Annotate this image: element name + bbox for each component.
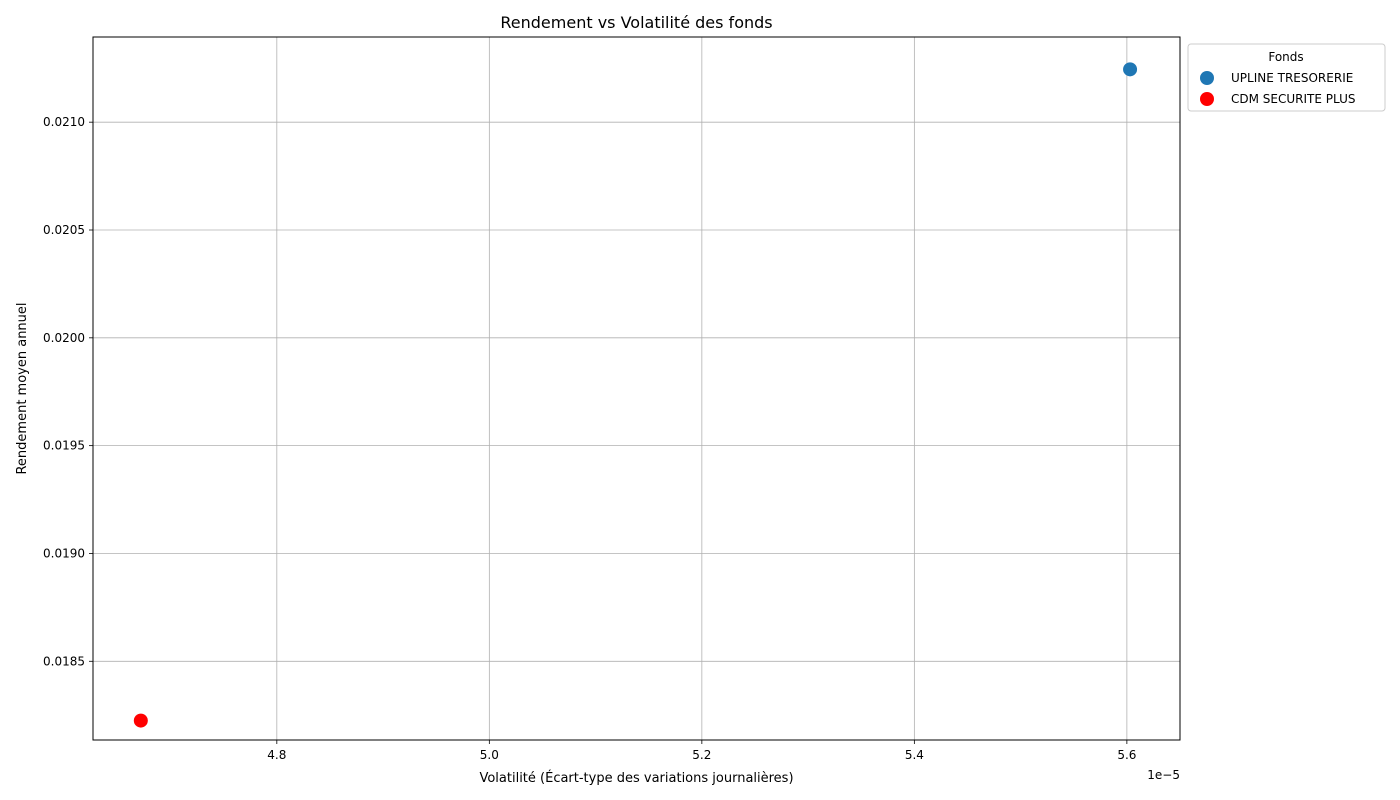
data-point bbox=[133, 713, 148, 728]
y-tick-label: 0.0205 bbox=[43, 223, 85, 237]
data-point bbox=[1123, 62, 1138, 77]
plot-area-frame bbox=[92, 36, 1181, 741]
x-tick-label: 5.6 bbox=[1117, 748, 1136, 762]
legend: Fonds UPLINE TRESORERIE CDM SECURITE PLUS bbox=[1187, 43, 1386, 112]
x-tick-label: 4.8 bbox=[267, 748, 286, 762]
legend-title: Fonds bbox=[1268, 50, 1303, 64]
grid bbox=[93, 37, 1180, 740]
x-axis-label: Volatilité (Écart-type des variations jo… bbox=[479, 770, 793, 786]
y-tick-label: 0.0210 bbox=[43, 115, 85, 129]
axis-ticks: 4.8 5.0 5.2 5.4 5.6 0.0185 0.0190 0.0195 0.0200 0… bbox=[43, 115, 1136, 762]
data-points bbox=[133, 62, 1138, 728]
y-tick-label: 0.0195 bbox=[43, 439, 85, 453]
chart-title: Rendement vs Volatilité des fonds bbox=[500, 13, 772, 32]
legend-entry-label: CDM SECURITE PLUS bbox=[1231, 92, 1355, 106]
legend-box bbox=[1187, 43, 1386, 112]
x-tick-label: 5.0 bbox=[480, 748, 499, 762]
x-tick-label: 5.4 bbox=[905, 748, 924, 762]
y-tick-label: 0.0200 bbox=[43, 331, 85, 345]
x-axis-offset-label: 1e−5 bbox=[1147, 768, 1180, 782]
legend-entry-label: UPLINE TRESORERIE bbox=[1231, 71, 1353, 85]
legend-marker bbox=[1200, 71, 1214, 85]
y-axis-label: Rendement moyen annuel bbox=[15, 302, 30, 474]
legend-marker bbox=[1200, 92, 1214, 106]
y-tick-label: 0.0190 bbox=[43, 546, 85, 560]
y-tick-label: 0.0185 bbox=[43, 654, 85, 668]
x-tick-label: 5.2 bbox=[692, 748, 711, 762]
